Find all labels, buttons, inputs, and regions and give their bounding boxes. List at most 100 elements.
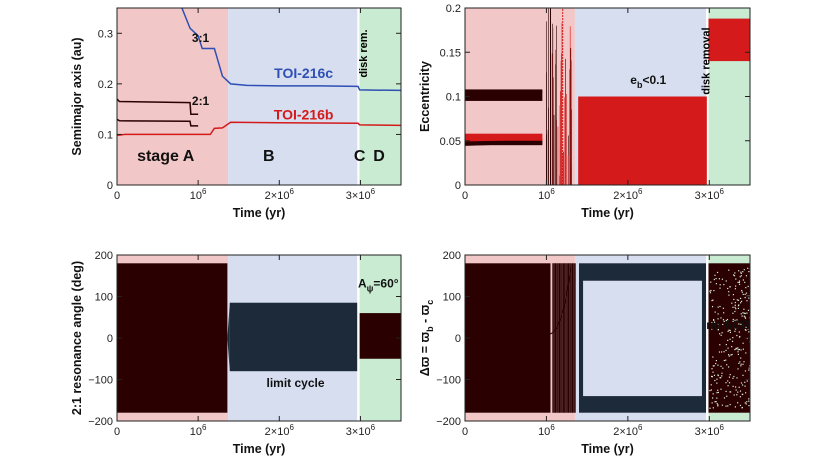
plot-area [117,8,401,185]
noise-dot [711,306,714,308]
x-tick-exponent: 6 [550,423,555,432]
noise-dot [748,270,750,273]
noise-dot [745,326,747,328]
x-tick-exponent: 6 [289,423,294,432]
annotation: eb<0.1 [630,73,666,90]
noise-dot [723,351,725,353]
noise-dot [727,330,729,332]
noise-dot [742,312,744,314]
noise-dot [745,403,747,405]
annotation-part: =60° [373,276,398,290]
noise-dot [728,291,730,293]
panel-bottom-right: 0 106 2×106 3×106 −200 −100 0 100 200 Time (yr) Δϖ… [418,250,751,456]
noise-dot [728,355,730,357]
annotation: D [373,148,385,165]
noise-dot [732,337,734,339]
x-tick-label: 106 [190,187,207,202]
noise-dot [716,392,718,394]
y-tick-label: 0 [107,180,113,192]
noise-dot [740,300,743,302]
noise-dot [717,389,719,391]
x-tick-label: 3×106 [695,423,725,438]
noise-dot [738,331,740,333]
noise-dot [731,346,733,348]
noise-dot [726,320,729,322]
y-label-part: b [425,326,435,332]
noise-dot [732,377,734,379]
noise-dot [734,406,736,408]
noise-dot [712,371,714,373]
noise-dot [748,400,750,402]
noise-dot [747,328,749,330]
noise-dot [717,306,719,308]
noise-dot [731,340,734,342]
noise-dot [747,309,750,312]
noise-dot [733,375,735,378]
noise-dot [713,289,715,292]
noise-dot [748,297,750,299]
noise-dot [734,348,736,351]
noise-dot [748,369,750,371]
panel-bottom-left: 0 106 2×106 3×106 −200 −100 0 100 200 Time (yr) 2:… [70,250,402,456]
noise-dot [719,287,721,289]
noise-dot [713,319,715,321]
x-tick-exponent: 6 [202,187,207,196]
noise-dot [733,394,735,396]
series-TOI-216c-band [465,141,543,146]
y-tick-label: 0 [455,180,461,192]
noise-dot [738,348,741,351]
limit-cycle-start [227,302,230,372]
noise-dot [740,271,742,273]
noise-dot [737,307,740,309]
y-tick-label: 0.15 [440,47,461,59]
noise-dot [717,329,719,331]
noise-dot [748,398,750,400]
noise-dot [745,292,748,294]
noise-dot [737,402,739,404]
noise-dot [727,347,729,349]
noise-dot [723,312,725,314]
x-tick-label: 106 [538,423,555,438]
noise-dot [715,283,718,285]
oscillation-band [465,89,543,101]
noise-dot [729,391,731,393]
noise-dot [736,299,738,301]
noise-dot [746,300,748,302]
noise-dot [744,281,746,283]
noise-dot [745,287,747,289]
series-upper-black [117,98,199,115]
noise-dot [710,384,712,386]
noise-dot [741,384,744,386]
noise-dot [737,368,739,370]
y-tick-label: 0.05 [440,136,461,148]
noise-dot [728,354,730,356]
noise-dot [746,380,748,382]
y-label-part: Δϖ = ϖ [418,331,432,376]
noise-dot [711,328,713,330]
noise-dot [717,318,719,320]
x-tick-label: 0 [114,190,120,202]
plot-area [465,255,750,421]
noise-dot [734,326,736,329]
noise-dot [732,312,734,314]
noise-dot [720,388,722,390]
noise-dot [711,322,713,324]
noise-dot [740,323,742,325]
noise-dot [739,335,741,338]
noise-dot [717,374,719,376]
noise-dot [711,375,713,378]
noise-dot [732,385,734,387]
noise-dot [720,334,722,336]
noise-dot [737,299,740,301]
noise-dot [739,396,741,398]
x-axis-label: Time (yr) [233,206,286,220]
noise-dot [720,365,722,367]
noise-dot [744,296,746,299]
noise-dot [717,313,719,315]
noise-dot [742,342,744,344]
noise-dot [727,385,729,387]
noise-dot [715,277,717,280]
noise-dot [721,332,723,334]
y-label-part: c [425,300,435,305]
noise-dot [738,281,740,284]
